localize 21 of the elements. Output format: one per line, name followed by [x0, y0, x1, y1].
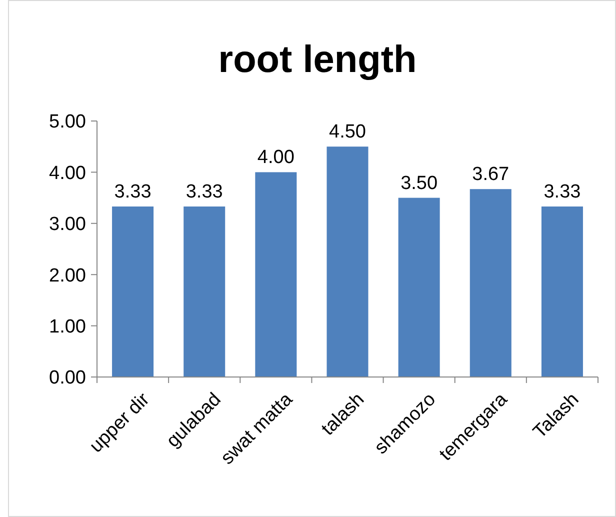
y-tick-label: 4.00	[49, 162, 86, 184]
data-label: 3.50	[400, 172, 438, 194]
bar	[470, 189, 512, 377]
bar	[326, 146, 368, 377]
data-label: 3.67	[472, 164, 510, 186]
y-tick-label: 2.00	[49, 265, 86, 286]
bar	[112, 206, 154, 377]
bar	[398, 198, 440, 377]
data-label: 3.33	[544, 182, 581, 203]
y-tick-label: 5.00	[49, 112, 86, 133]
bar	[184, 206, 226, 377]
bar	[541, 206, 583, 377]
data-label: 3.33	[186, 182, 223, 203]
y-tick-label: 0.00	[49, 368, 86, 389]
data-label: 4.50	[329, 122, 366, 143]
chart-title: root length	[218, 39, 417, 81]
y-tick-label: 3.00	[49, 214, 86, 236]
y-tick-label: 1.00	[49, 316, 86, 338]
data-label: 4.00	[257, 147, 294, 168]
bar	[255, 172, 297, 377]
data-label: 3.33	[114, 182, 152, 203]
